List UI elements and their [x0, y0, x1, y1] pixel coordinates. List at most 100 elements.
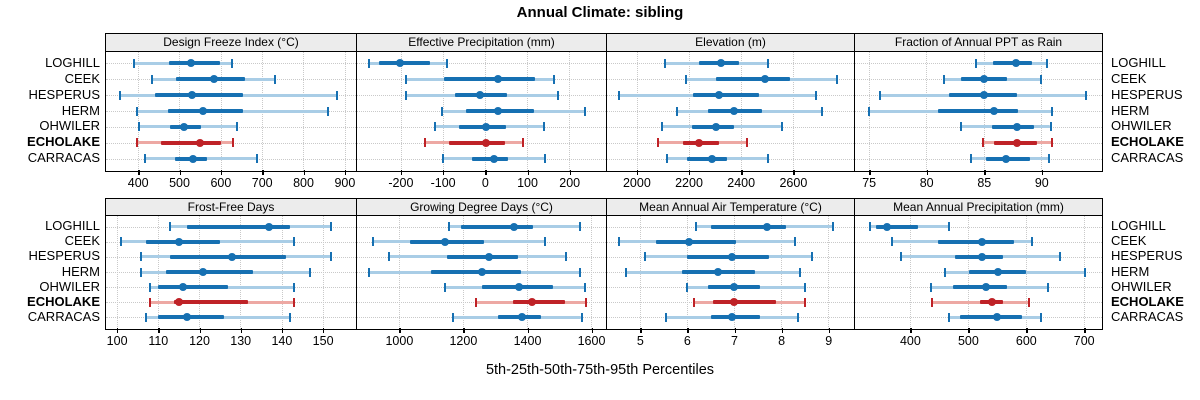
- x-tick-label: 700: [251, 176, 273, 190]
- median-dot: [992, 313, 1001, 322]
- p95-cap: [767, 58, 770, 68]
- p25-p75-range: [379, 61, 431, 66]
- p95-cap: [329, 222, 332, 232]
- x-tick-label: 7: [731, 334, 738, 348]
- x-tick-label: 150: [312, 334, 334, 348]
- panel-title: Mean Annual Precipitation (mm): [855, 199, 1102, 216]
- site-label-ohwiler: OHWILER: [39, 278, 100, 294]
- p5-cap: [368, 58, 371, 68]
- p95-cap: [255, 154, 258, 164]
- p5-cap: [643, 252, 646, 262]
- median-dot: [990, 107, 999, 115]
- x-tick-label: 2600: [779, 176, 808, 190]
- p95-cap: [948, 222, 951, 232]
- x-tick-label: 600: [210, 176, 232, 190]
- panel-title: Frost-Free Days: [106, 199, 356, 216]
- p95-cap: [580, 312, 583, 322]
- p25-p75-range: [656, 239, 737, 244]
- median-dot: [189, 154, 198, 163]
- p5-cap: [666, 154, 668, 164]
- site-label-ohwiler: OHWILER: [39, 118, 100, 134]
- x-tick-label: 6: [683, 334, 691, 348]
- p5-cap: [144, 154, 147, 164]
- p95-cap: [835, 74, 838, 84]
- panel-title: Elevation (m): [607, 34, 854, 52]
- median-dot: [199, 268, 208, 276]
- p95-cap: [274, 74, 277, 84]
- p95-cap: [810, 252, 813, 262]
- p25-p75-range: [710, 224, 786, 229]
- plot-area-growing-degree-days-c: [357, 216, 606, 329]
- p5-cap: [959, 122, 962, 132]
- x-tick: [240, 328, 243, 333]
- median-dot: [979, 91, 988, 100]
- site-label-hesperus: HESPERUS: [28, 86, 100, 102]
- p5-cap: [664, 312, 667, 322]
- p95-cap: [767, 154, 770, 164]
- x-tick: [527, 328, 529, 333]
- p5-cap: [388, 252, 391, 262]
- p5-cap: [686, 282, 688, 292]
- median-dot: [988, 298, 997, 307]
- plot-area-mean-annual-precipitation-mm: [855, 216, 1102, 329]
- p25-p75-range: [716, 77, 791, 82]
- median-dot: [180, 122, 189, 131]
- median-dot: [494, 107, 502, 115]
- x-tick-label: 900: [334, 176, 356, 190]
- site-label-hesperus: HESPERUS: [1111, 86, 1183, 102]
- p5-cap: [693, 297, 696, 307]
- median-dot: [188, 91, 197, 100]
- p5-cap: [424, 138, 427, 148]
- site-label-loghill: LOGHILL: [1111, 54, 1166, 70]
- median-dot: [1012, 59, 1021, 68]
- p5-cap: [948, 312, 951, 322]
- x-tick-label: 75: [862, 176, 877, 190]
- p5-cap: [442, 154, 445, 164]
- median-dot: [178, 283, 187, 292]
- site-label-herm: HERM: [61, 263, 100, 279]
- median-dot: [1001, 154, 1010, 163]
- p5-cap: [891, 237, 894, 247]
- p5-cap: [434, 122, 437, 132]
- p95-cap: [1046, 282, 1049, 292]
- p5-cap: [447, 222, 450, 232]
- median-dot: [494, 75, 502, 84]
- x-tick: [869, 170, 871, 175]
- p95-cap: [288, 312, 291, 322]
- site-label-ohwiler: OHWILER: [1111, 278, 1172, 294]
- median-dot: [210, 75, 219, 84]
- panel-design-freeze-index-c: Design Freeze Index (°C): [105, 33, 357, 172]
- x-tick: [220, 170, 223, 175]
- p5-cap: [405, 90, 408, 100]
- median-dot: [515, 283, 524, 292]
- p5-cap: [119, 237, 122, 247]
- horizontal-gridline: [855, 226, 1102, 228]
- p25-p75-range: [166, 270, 253, 274]
- p5-cap: [617, 237, 620, 247]
- p5-cap: [148, 297, 151, 307]
- median-dot: [715, 91, 724, 100]
- panel-growing-degree-days-c: Growing Degree Days (°C): [356, 198, 607, 330]
- x-tick: [179, 170, 181, 175]
- panel-elevation-m: Elevation (m): [606, 33, 855, 172]
- p95-cap: [556, 90, 559, 100]
- p5-cap: [452, 312, 455, 322]
- plot-area-mean-annual-air-temperature-c: [607, 216, 854, 329]
- median-dot: [977, 237, 986, 246]
- panel-title: Design Freeze Index (°C): [106, 34, 356, 52]
- x-tick: [1041, 170, 1044, 175]
- p25-p75-range: [145, 239, 220, 244]
- panel-title: Fraction of Annual PPT as Rain: [855, 34, 1102, 52]
- p95-cap: [746, 138, 749, 148]
- median-dot: [195, 138, 204, 147]
- x-tick-label: 200: [559, 176, 581, 190]
- p95-cap: [832, 222, 834, 232]
- median-dot: [712, 122, 720, 131]
- x-tick: [591, 328, 593, 333]
- p25-p75-range: [952, 285, 1008, 290]
- site-label-loghill: LOGHILL: [45, 218, 100, 234]
- median-dot: [396, 59, 405, 68]
- x-tick-label: 2200: [675, 176, 703, 190]
- p25-p75-range: [186, 224, 290, 229]
- site-label-ceek: CEEK: [64, 70, 100, 86]
